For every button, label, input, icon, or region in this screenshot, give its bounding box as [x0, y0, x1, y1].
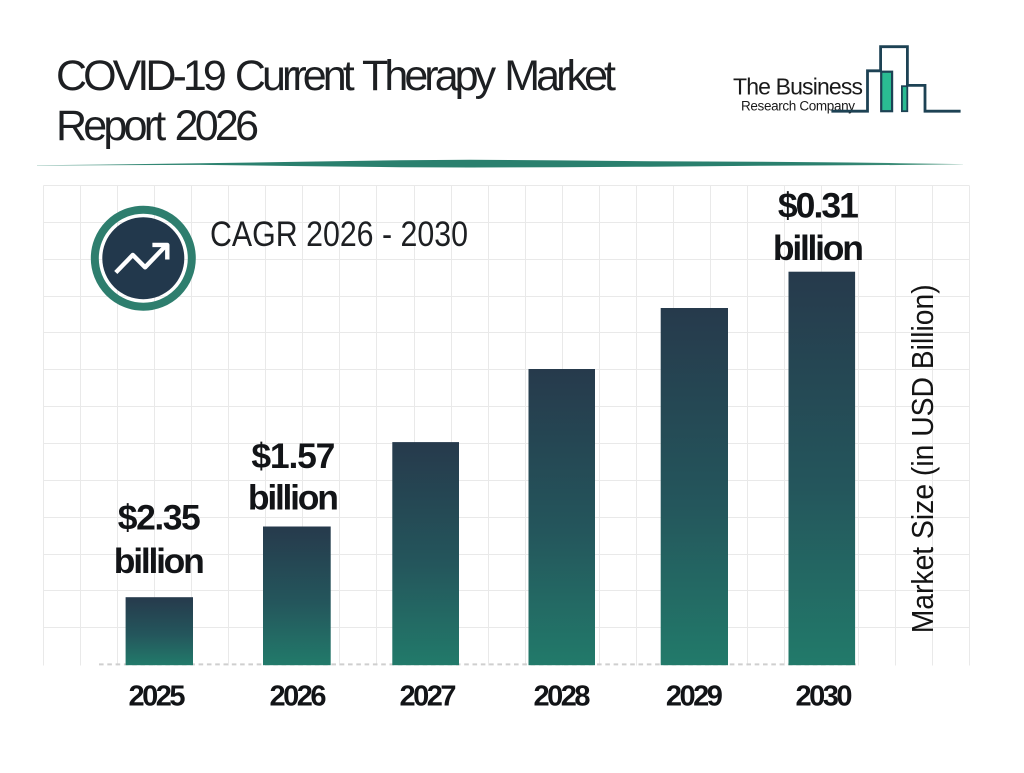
svg-text:COVID-19 Current Therapy Marke: COVID-19 Current Therapy Market	[56, 52, 616, 100]
svg-text:2028: 2028	[534, 681, 591, 713]
svg-text:Report 2026: Report 2026	[56, 102, 259, 150]
svg-text:Market Size (in USD Billion): Market Size (in USD Billion)	[905, 284, 940, 633]
svg-text:2025: 2025	[129, 681, 186, 713]
svg-text:$1.57: $1.57	[251, 436, 335, 476]
svg-text:2026: 2026	[270, 681, 327, 713]
svg-text:$2.35: $2.35	[118, 498, 201, 538]
svg-text:2029: 2029	[666, 681, 723, 713]
svg-text:CAGR 2026 - 2030: CAGR 2026 - 2030	[210, 215, 468, 254]
svg-text:Research Company: Research Company	[741, 98, 855, 113]
svg-text:billion: billion	[248, 478, 339, 518]
svg-text:$0.31: $0.31	[778, 186, 859, 226]
svg-text:2027: 2027	[400, 681, 457, 713]
svg-text:2030: 2030	[796, 681, 853, 713]
svg-text:The Business: The Business	[733, 73, 863, 99]
svg-text:billion: billion	[114, 541, 205, 581]
svg-text:billion: billion	[773, 228, 864, 268]
